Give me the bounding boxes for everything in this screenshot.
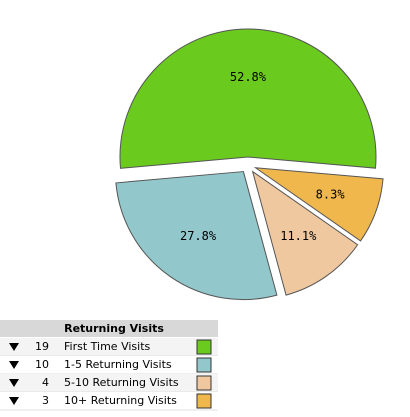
expand-arrow xyxy=(9,343,19,351)
legend-row xyxy=(0,392,218,410)
slice-label: 27.8% xyxy=(180,229,217,243)
legend-swatch xyxy=(196,393,212,409)
expand-arrow xyxy=(9,379,19,387)
pie-slice xyxy=(253,167,384,242)
legend-row xyxy=(0,338,218,356)
pie-slice xyxy=(251,170,359,296)
expand-arrow xyxy=(9,397,19,405)
visit-count: 3 xyxy=(42,394,49,407)
legend-swatch xyxy=(196,339,212,355)
legend-title: Returning Visits xyxy=(64,322,164,335)
legend-header xyxy=(0,320,218,337)
expand-arrow xyxy=(9,361,19,369)
category-name: 5-10 Returning Visits xyxy=(64,376,179,389)
legend-swatch xyxy=(196,375,212,391)
category-name: 1-5 Returning Visits xyxy=(64,358,172,371)
slice-label: 52.8% xyxy=(230,70,267,84)
pie-slice xyxy=(119,28,377,169)
pie-slice xyxy=(115,171,278,301)
slice-label: 11.1% xyxy=(280,229,317,243)
legend-row xyxy=(0,374,218,392)
legend-swatch xyxy=(196,357,212,373)
legend-row xyxy=(0,356,218,374)
slice-label: 8.3% xyxy=(316,187,346,201)
category-name: 10+ Returning Visits xyxy=(64,394,177,407)
category-name: First Time Visits xyxy=(64,340,151,353)
visit-count: 19 xyxy=(35,340,49,353)
visit-count: 4 xyxy=(42,376,49,389)
visit-count: 10 xyxy=(35,358,49,371)
